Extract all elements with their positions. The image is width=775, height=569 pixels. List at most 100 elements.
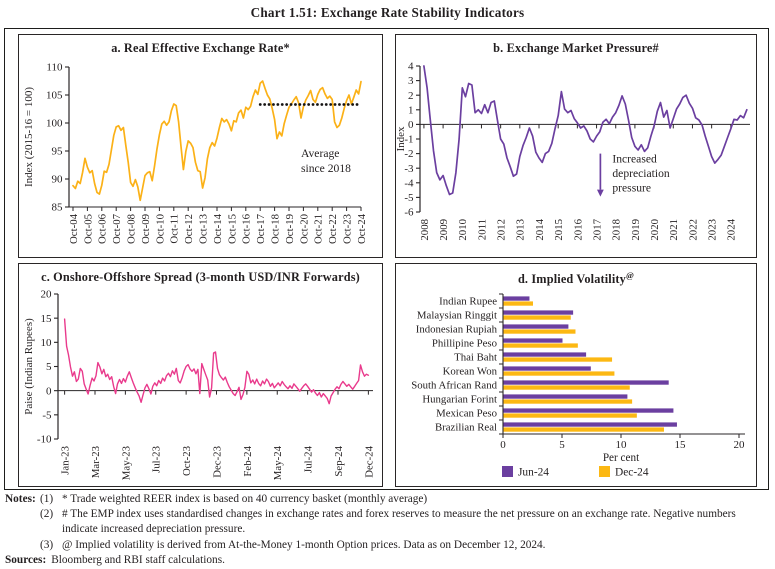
svg-text:15: 15	[675, 439, 687, 451]
svg-text:Mexican Peso: Mexican Peso	[436, 408, 497, 420]
svg-text:-1: -1	[404, 134, 413, 146]
svg-text:4: 4	[408, 61, 414, 73]
svg-text:Per cent: Per cent	[603, 452, 640, 464]
svg-text:Oct-06: Oct-06	[97, 213, 109, 244]
svg-text:2012: 2012	[496, 219, 508, 241]
note-3-num: (3)	[40, 538, 54, 551]
svg-text:5: 5	[46, 361, 52, 373]
panel-vol-title-text: d. Implied Volatility	[517, 272, 626, 287]
vol-bar-chart: Indian Rupee Malaysian Ringgit Indonesian …	[411, 293, 745, 479]
svg-text:depreciation: depreciation	[612, 167, 669, 180]
sources-text: Bloomberg and RBI staff calculations.	[51, 553, 225, 566]
figure-frame: a. Real Effective Exchange Rate* 110 105 1…	[4, 28, 769, 490]
svg-text:Jan-23: Jan-23	[60, 446, 72, 475]
svg-text:5: 5	[559, 439, 565, 451]
figure-title: Chart 1.51: Exchange Rate Stability Indi…	[250, 5, 525, 20]
note-1-num: (1)	[40, 493, 54, 505]
svg-text:Index (2015-16 = 100): Index (2015-16 = 100)	[23, 87, 35, 187]
sources-label: Sources:	[5, 553, 47, 566]
svg-text:Dec-24: Dec-24	[615, 467, 649, 479]
svg-text:Oct-13: Oct-13	[198, 214, 210, 244]
reer-line-chart: 110 105 100 95 90 85 Index (2015-16 = 100) Oct-…	[23, 62, 368, 244]
svg-text:Oct-24: Oct-24	[356, 213, 368, 244]
sources-row: Sources: Bloomberg and RBI staff calcula…	[5, 553, 771, 568]
svg-text:2023: 2023	[707, 219, 719, 241]
svg-text:Phillipine Peso: Phillipine Peso	[432, 338, 497, 350]
note-2-text: # The EMP index uses standardised change…	[62, 508, 736, 536]
svg-text:Oct-07: Oct-07	[111, 213, 123, 244]
svg-text:100: 100	[46, 118, 63, 130]
panel-vol-title-sup: @	[625, 270, 635, 280]
panel-vol-title: d. Implied Volatility@	[396, 264, 756, 290]
note-3-text: @ Implied volatility is derived from At-…	[62, 538, 546, 551]
note-1-text: * Trade weighted REER index is based on …	[62, 493, 428, 505]
svg-text:-2: -2	[404, 148, 413, 160]
svg-text:1: 1	[408, 104, 414, 116]
panel-spread-title: c. Onshore-Offshore Spread (3-month USD/…	[41, 270, 360, 284]
svg-text:Oct-14: Oct-14	[212, 213, 224, 244]
svg-text:-4: -4	[404, 177, 414, 189]
panel-reer-title: a. Real Effective Exchange Rate*	[111, 41, 290, 55]
svg-text:-5: -5	[404, 192, 414, 204]
panel-emp: b. Exchange Market Pressure# 4 3 2 1 0 -1 -2 -3…	[395, 34, 757, 258]
svg-text:2024: 2024	[726, 218, 738, 240]
svg-text:0: 0	[408, 119, 414, 131]
panel-reer: a. Real Effective Exchange Rate* 110 105 1…	[18, 34, 383, 258]
svg-text:Indonesian Rupiah: Indonesian Rupiah	[416, 324, 498, 336]
svg-text:Mar-23: Mar-23	[90, 446, 102, 478]
svg-text:Dec-24: Dec-24	[363, 445, 375, 477]
svg-text:Hungarian Forint: Hungarian Forint	[422, 394, 497, 406]
svg-text:0: 0	[46, 385, 52, 397]
svg-text:0: 0	[500, 439, 506, 451]
svg-text:Brazilian Real: Brazilian Real	[435, 422, 497, 434]
note-row-1: Notes: (1) * Trade weighted REER index i…	[5, 492, 771, 507]
svg-text:2014: 2014	[534, 218, 546, 240]
svg-text:Korean Won: Korean Won	[443, 366, 498, 378]
svg-text:Oct-10: Oct-10	[154, 214, 166, 244]
svg-text:15: 15	[41, 313, 53, 325]
note-2-num: (2)	[40, 508, 54, 521]
svg-text:Oct-09: Oct-09	[140, 214, 152, 244]
svg-text:105: 105	[46, 90, 63, 102]
svg-text:Oct-16: Oct-16	[241, 213, 253, 244]
svg-text:85: 85	[52, 202, 64, 214]
svg-text:Oct-18: Oct-18	[270, 214, 282, 244]
svg-text:2: 2	[408, 90, 414, 102]
svg-text:Jun-24: Jun-24	[518, 467, 549, 479]
svg-text:-6: -6	[404, 207, 414, 219]
svg-text:2018: 2018	[611, 219, 623, 241]
svg-text:Oct-12: Oct-12	[183, 214, 195, 244]
svg-text:May-24: May-24	[272, 445, 284, 480]
spread-line-chart: 20 15 10 5 0 -5 -10 Paise (Indian Rupees) Jan-23…	[23, 290, 375, 480]
svg-text:110: 110	[46, 62, 63, 74]
svg-text:2020: 2020	[649, 219, 661, 241]
svg-text:Oct-19: Oct-19	[284, 214, 296, 244]
svg-text:Oct-22: Oct-22	[327, 214, 339, 244]
svg-text:Feb-24: Feb-24	[242, 445, 254, 476]
svg-text:2011: 2011	[476, 219, 488, 240]
svg-text:Oct-23: Oct-23	[181, 446, 193, 476]
notes-label: Notes:	[5, 493, 36, 505]
svg-text:Index: Index	[396, 126, 407, 152]
svg-text:Paise (Indian Rupees): Paise (Indian Rupees)	[23, 318, 35, 415]
svg-text:since 2018: since 2018	[301, 162, 351, 175]
svg-text:3: 3	[408, 75, 414, 87]
svg-text:May-23: May-23	[120, 446, 132, 480]
svg-text:2013: 2013	[515, 219, 527, 241]
svg-text:95: 95	[52, 146, 64, 158]
svg-text:2016: 2016	[572, 218, 584, 240]
svg-text:Oct-21: Oct-21	[313, 214, 325, 244]
svg-text:pressure: pressure	[612, 182, 651, 195]
svg-text:Jul-23: Jul-23	[151, 446, 163, 473]
svg-text:Oct-11: Oct-11	[169, 214, 181, 244]
svg-text:10: 10	[41, 337, 53, 349]
svg-text:2009: 2009	[438, 219, 450, 241]
svg-text:Average: Average	[301, 147, 339, 160]
svg-text:2010: 2010	[457, 219, 469, 241]
svg-text:2021: 2021	[668, 219, 680, 241]
svg-text:South African Rand: South African Rand	[411, 380, 497, 392]
svg-text:-3: -3	[404, 163, 414, 175]
svg-text:2015: 2015	[553, 219, 565, 241]
notes-block: Notes: (1) * Trade weighted REER index i…	[5, 492, 771, 568]
svg-text:Oct-20: Oct-20	[298, 214, 310, 244]
